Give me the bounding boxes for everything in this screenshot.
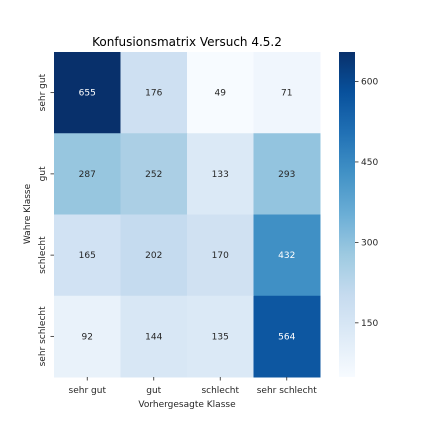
heatmap-cell [187,214,254,297]
chart-title: Konfusionsmatrix Versuch 4.5.2 [92,35,282,49]
y-tick-label: sehr gut [38,73,48,111]
cell-value-label: 564 [278,332,295,342]
cell-value-label: 49 [215,89,227,99]
x-tick-label: gut [146,386,161,396]
y-tick-label: gut [38,166,48,181]
cell-value-label: 92 [82,332,93,342]
cell-value-label: 202 [145,251,162,261]
cell-value-label: 144 [145,332,162,342]
colorbar [339,52,355,377]
colorbar-ticks: 150 300 450 600 [355,77,378,329]
x-tick-label: sehr schlecht [257,386,318,396]
y-tick-labels: sehr gut gut schlecht sehr schlecht [38,73,54,366]
heatmap-cell [253,295,321,378]
x-tick-labels: sehr gut gut schlecht sehr schlecht [69,377,318,396]
cell-value-label: 287 [79,170,96,180]
cell-value-label: 71 [281,89,292,99]
cell-value-label: 252 [145,170,162,180]
heatmap-cell [120,52,188,134]
colorbar-tick-label: 150 [361,319,378,329]
y-tick-label: sehr schlecht [38,306,48,367]
cell-value-label: 135 [212,332,229,342]
heatmap-cells: 655 176 49 71 287 252 133 293 165 202 170 432 92 144 1… [54,52,321,378]
cell-value-label: 293 [278,170,295,180]
heatmap-cell [54,52,121,134]
heatmap-cell [187,133,254,215]
heatmap-cell [54,214,121,297]
cell-value-label: 133 [212,170,229,180]
cell-value-label: 432 [278,251,295,261]
heatmap-cell [187,52,254,134]
heatmap-cell [187,295,254,378]
x-axis-label: Vorhergesagte Klasse [138,400,236,410]
x-tick-label: sehr gut [69,386,107,396]
cell-value-label: 165 [79,251,96,261]
cell-value-label: 176 [145,89,162,99]
heatmap-cell [54,295,121,378]
colorbar-tick-label: 300 [361,238,378,248]
heatmap-cell [54,133,121,215]
heatmap-cell [253,52,321,134]
heatmap-cell [253,133,321,215]
cell-value-label: 170 [212,251,229,261]
y-tick-label: schlecht [38,236,48,274]
heatmap-cell [120,295,188,378]
heatmap-cell [253,214,321,297]
heatmap-cell [120,214,188,297]
heatmap-cell [120,133,188,215]
colorbar-tick-label: 450 [361,158,378,168]
x-tick-label: schlecht [201,386,239,396]
colorbar-tick-label: 600 [361,77,378,87]
y-axis-label: Wahre Klasse [23,183,33,244]
cell-value-label: 655 [79,89,96,99]
